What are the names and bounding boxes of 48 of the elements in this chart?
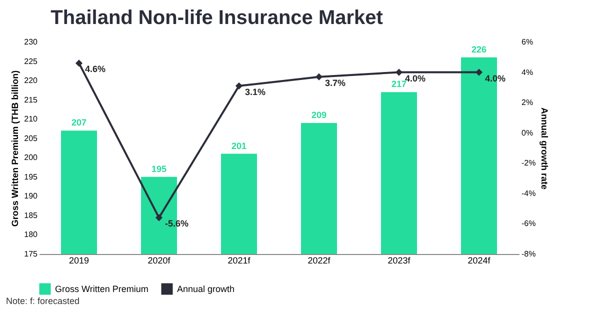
y2-tick-label: -8% [522,250,536,258]
data-label: 3.1% [245,86,266,97]
y2-tick-label: 4% [522,68,534,77]
y-tick-label: 210 [24,114,38,124]
y-tick-label: 200 [24,153,38,162]
x-tick-label: 2022f [308,256,331,266]
x-tick-label: 2023f [388,256,411,266]
data-label: 4.6% [85,64,106,74]
data-label: 201 [231,140,247,151]
x-tick-label: 2020f [148,256,171,266]
chart-title: Thailand Non-life Insurance Market [50,7,384,29]
x-tick-label: 2021f [228,256,251,266]
x-tick-label: 2024f [468,256,491,266]
y2-tick-label: -6% [522,219,536,228]
y-tick-label: 185 [24,210,38,220]
y2-tick-label: -2% [522,158,536,168]
y-tick-label: 225 [24,56,38,66]
point [395,68,403,76]
point [235,82,243,90]
y-tick-label: 180 [24,230,38,240]
point [475,68,483,76]
y-tick-label: 175 [24,250,38,258]
y2-axis-title: Annual growth rate [540,107,550,190]
point [315,73,323,80]
point [75,60,83,67]
text: Note: f: forecasted [6,296,80,306]
data-label: 217 [391,79,407,90]
y-tick-label: 195 [24,172,38,182]
data-label: 195 [151,164,167,174]
legend-label: Annual growth [177,284,235,294]
y-tick-label: 205 [24,134,38,143]
x-tick-label: 2019 [68,256,90,266]
data-label: 4.0% [405,73,426,84]
y-axis-title: Gross Written Premium (THB billion) [10,70,20,227]
data-label: 209 [311,110,327,120]
y-tick-label: 190 [24,192,38,201]
y-tick-label: 215 [24,95,38,104]
data-label: 3.7% [325,78,346,88]
legend-label: Gross Written Premium [55,284,148,294]
y-tick-label: 220 [24,76,38,86]
y2-tick-label: 2% [522,98,534,108]
data-label: 226 [471,44,487,54]
y-tick-label: 230 [24,38,38,46]
y2-tick-label: 6% [522,38,534,46]
data-label: 207 [71,118,87,128]
point [155,214,163,222]
y2-tick-label: -4% [522,188,536,198]
y2-tick-label: 0% [522,128,534,138]
